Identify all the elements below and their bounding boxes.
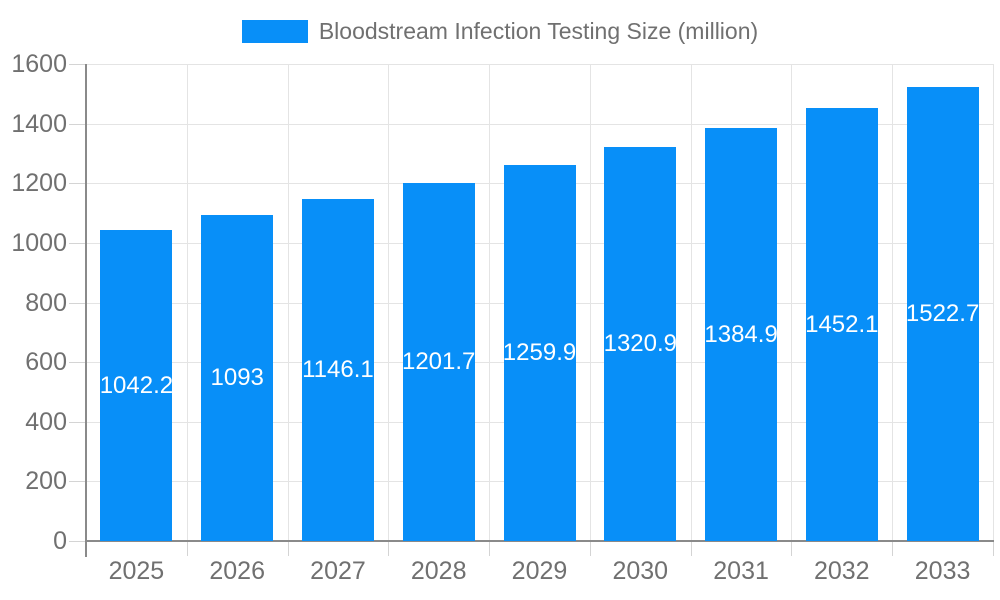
bar-value-label: 1146.1 [302, 356, 374, 384]
bar [503, 165, 576, 541]
bar [705, 128, 778, 541]
x-gridline [589, 64, 591, 541]
x-axis-tick [489, 541, 491, 556]
y-gridline [86, 64, 993, 65]
x-axis-tick [690, 541, 692, 556]
x-gridline [489, 64, 491, 541]
bar-value-label: 1522.7 [905, 300, 980, 327]
x-axis-tick-label: 2027 [310, 557, 366, 585]
bar [301, 199, 374, 541]
y-gridline [86, 123, 993, 125]
bar [100, 230, 173, 541]
x-gridline [287, 64, 289, 541]
x-gridline [993, 64, 994, 541]
x-gridline [388, 64, 390, 541]
bar [805, 108, 878, 541]
x-axis-tick [892, 541, 894, 556]
bar-value-label: 1320.9 [603, 330, 677, 358]
x-gridline [186, 64, 188, 541]
y-axis-tick [69, 541, 86, 542]
y-axis-tick [69, 302, 86, 304]
bar-value-label: 1259.9 [502, 339, 577, 367]
y-axis-tick-label: 600 [25, 348, 67, 377]
x-gridline [892, 64, 894, 541]
x-axis-tick-label: 2030 [612, 557, 669, 585]
bar-value-label: 1042.2 [99, 371, 174, 399]
bar-value-label: 1201.7 [401, 347, 476, 375]
legend-label: Bloodstream Infection Testing Size (mill… [318, 18, 759, 44]
bar [906, 87, 979, 541]
y-axis-tick [69, 64, 86, 65]
x-axis-tick [993, 541, 994, 556]
y-axis-tick-label: 400 [25, 407, 67, 436]
x-axis-tick-label: 2026 [209, 557, 265, 585]
bar-value-label: 1452.1 [805, 310, 879, 338]
bar [604, 147, 677, 541]
x-gridline [791, 64, 793, 541]
x-axis-tick [388, 541, 390, 556]
x-axis-tick [287, 541, 289, 556]
x-axis-tick-label: 2025 [108, 557, 165, 585]
y-axis-tick [69, 123, 86, 125]
legend-swatch-icon [241, 20, 308, 43]
x-axis-line [85, 540, 994, 542]
x-axis-tick-label: 2029 [511, 557, 568, 585]
y-axis-tick-label: 800 [25, 288, 67, 317]
legend[interactable]: Bloodstream Infection Testing Size (mill… [0, 18, 1000, 45]
x-axis-tick [589, 541, 591, 556]
y-axis-tick-label: 200 [25, 467, 67, 496]
y-axis-tick-label: 1200 [11, 169, 67, 198]
x-axis-tick [791, 541, 793, 556]
bar [402, 182, 475, 541]
y-axis-tick [69, 421, 86, 423]
x-axis-tick-label: 2032 [813, 557, 870, 585]
y-axis-tick-label: 1400 [11, 109, 67, 138]
bar-value-label: 1384.9 [704, 320, 778, 348]
y-axis-tick [69, 183, 86, 185]
y-axis-tick [69, 242, 86, 244]
x-axis-tick-label: 2028 [410, 557, 467, 585]
y-axis-tick-label: 1600 [11, 50, 67, 78]
x-gridline [690, 64, 692, 541]
x-axis-tick [186, 541, 188, 556]
bar-value-label: 1093 [210, 364, 264, 392]
y-axis-tick-label: 1000 [11, 228, 67, 257]
y-axis-tick [69, 481, 86, 483]
x-axis-tick-label: 2031 [713, 557, 769, 585]
y-axis-tick-label: 0 [53, 527, 67, 555]
y-axis-tick [69, 362, 86, 364]
x-axis-tick-label: 2033 [914, 557, 971, 585]
bar [201, 215, 274, 541]
y-axis-line [85, 64, 87, 557]
